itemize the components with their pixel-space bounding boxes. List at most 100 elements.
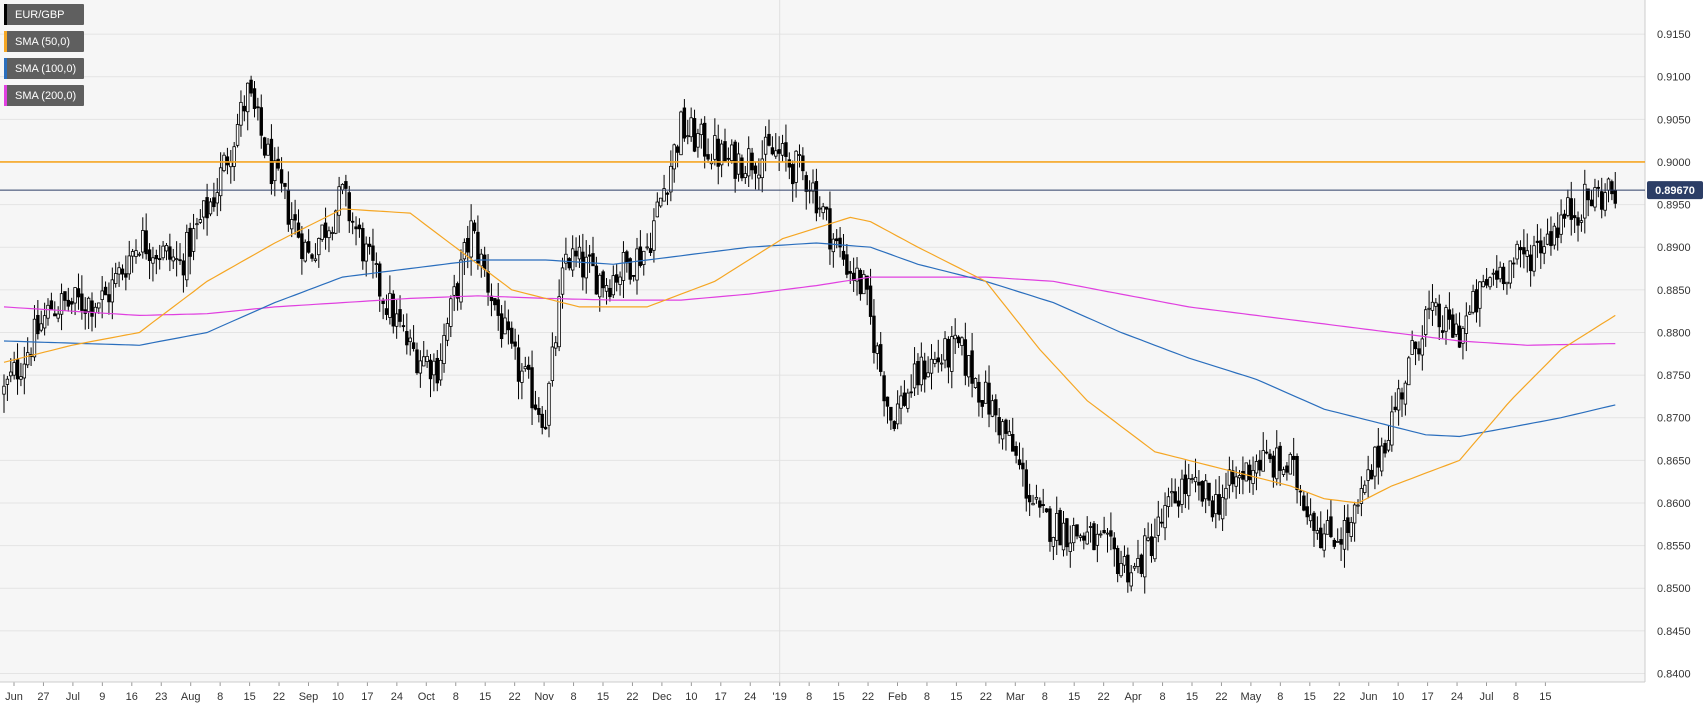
candle-down bbox=[120, 268, 125, 275]
candle-down bbox=[601, 271, 605, 289]
candle-down bbox=[892, 421, 896, 429]
candle-down bbox=[293, 214, 297, 221]
candle-down bbox=[581, 251, 585, 278]
candle-up bbox=[59, 293, 64, 315]
candle-up bbox=[130, 251, 135, 257]
candle-up bbox=[1379, 445, 1384, 472]
candle-down bbox=[1139, 554, 1144, 574]
candle-up bbox=[973, 378, 978, 388]
legend-item-sma100[interactable]: SMA (100,0) bbox=[4, 58, 85, 79]
candle-up bbox=[1224, 487, 1228, 500]
candle-up bbox=[763, 136, 768, 155]
candle-down bbox=[499, 313, 504, 340]
candle-down bbox=[1004, 419, 1008, 434]
x-tick-label: 15 bbox=[832, 691, 844, 703]
candle-down bbox=[946, 338, 951, 368]
x-tick-label: 15 bbox=[479, 691, 491, 703]
candle-down bbox=[1457, 325, 1462, 348]
candle-down bbox=[1207, 482, 1211, 501]
candle-down bbox=[916, 361, 920, 386]
candle-up bbox=[110, 279, 115, 303]
candle-down bbox=[835, 238, 839, 242]
x-tick-label: 8 bbox=[217, 691, 223, 703]
candle-down bbox=[1332, 539, 1337, 547]
candle-up bbox=[1034, 496, 1039, 500]
candle-down bbox=[543, 426, 548, 430]
candle-up bbox=[862, 273, 866, 295]
candle-up bbox=[642, 250, 646, 265]
x-tick-label: 22 bbox=[862, 691, 874, 703]
candle-down bbox=[733, 141, 737, 179]
candle-up bbox=[141, 230, 145, 253]
candle-down bbox=[1295, 455, 1299, 491]
candle-up bbox=[1061, 522, 1066, 551]
candle-down bbox=[814, 181, 819, 214]
x-tick-label: 10 bbox=[1392, 691, 1404, 703]
x-tick-label: 27 bbox=[37, 691, 49, 703]
candle-up bbox=[1261, 450, 1265, 472]
candle-down bbox=[493, 298, 497, 306]
x-tick-label: 8 bbox=[1042, 691, 1048, 703]
x-tick-label: 10 bbox=[332, 691, 344, 703]
candle-down bbox=[702, 122, 707, 157]
candle-up bbox=[990, 400, 995, 417]
candle-down bbox=[1501, 266, 1506, 285]
y-tick-label: 0.8400 bbox=[1657, 668, 1691, 680]
candle-up bbox=[330, 232, 335, 234]
candle-up bbox=[699, 123, 704, 136]
candle-up bbox=[438, 359, 443, 381]
y-tick-label: 0.9000 bbox=[1657, 157, 1691, 169]
candle-down bbox=[1572, 215, 1577, 219]
candle-down bbox=[1082, 535, 1086, 541]
candle-down bbox=[1041, 504, 1045, 506]
legend-item-sma50[interactable]: SMA (50,0) bbox=[4, 31, 85, 52]
candle-down bbox=[936, 357, 940, 363]
plot-area bbox=[0, 0, 1645, 682]
candle-down bbox=[628, 258, 632, 280]
y-tick-label: 0.8600 bbox=[1657, 498, 1691, 510]
candle-up bbox=[1583, 183, 1587, 219]
candle-up bbox=[86, 297, 91, 312]
candle-down bbox=[1569, 198, 1573, 220]
candle-up bbox=[1119, 563, 1123, 577]
candle-down bbox=[1596, 186, 1601, 189]
x-tick-label: 22 bbox=[273, 691, 285, 703]
candle-up bbox=[1153, 536, 1157, 560]
candle-up bbox=[1410, 340, 1414, 355]
candle-down bbox=[608, 287, 612, 298]
candle-up bbox=[191, 228, 196, 252]
candle-down bbox=[574, 250, 578, 257]
candle-up bbox=[56, 313, 60, 319]
candle-up bbox=[408, 337, 412, 343]
y-tick-label: 0.8950 bbox=[1657, 200, 1691, 212]
candle-down bbox=[286, 189, 291, 225]
x-tick-label: Jun bbox=[1360, 691, 1378, 703]
candle-up bbox=[1603, 192, 1607, 211]
legend-item-price[interactable]: EUR/GBP bbox=[4, 4, 85, 25]
candle-up bbox=[1335, 541, 1340, 543]
x-tick-label: 8 bbox=[924, 691, 930, 703]
candle-up bbox=[114, 273, 118, 285]
candle-up bbox=[5, 378, 10, 385]
candle-down bbox=[977, 381, 981, 403]
last-price-label: 0.89670 bbox=[1655, 185, 1695, 197]
candle-down bbox=[997, 417, 1001, 436]
candle-down bbox=[1383, 443, 1387, 454]
candle-down bbox=[872, 315, 876, 353]
candle-down bbox=[80, 293, 84, 311]
candle-up bbox=[1308, 514, 1313, 522]
candle-up bbox=[1478, 281, 1482, 309]
candle-up bbox=[743, 173, 748, 178]
candle-up bbox=[1403, 382, 1408, 405]
candle-up bbox=[1071, 525, 1076, 544]
candle-down bbox=[1447, 309, 1452, 320]
sma50-line bbox=[3, 208, 1616, 504]
candle-down bbox=[435, 357, 439, 384]
legend-item-sma200[interactable]: SMA (200,0) bbox=[4, 85, 85, 106]
x-tick-label: 8 bbox=[453, 691, 459, 703]
candle-up bbox=[1190, 478, 1194, 480]
candle-up bbox=[1468, 311, 1472, 315]
x-tick-label: 15 bbox=[243, 691, 255, 703]
candle-down bbox=[1268, 453, 1272, 460]
candle-down bbox=[1535, 240, 1540, 243]
